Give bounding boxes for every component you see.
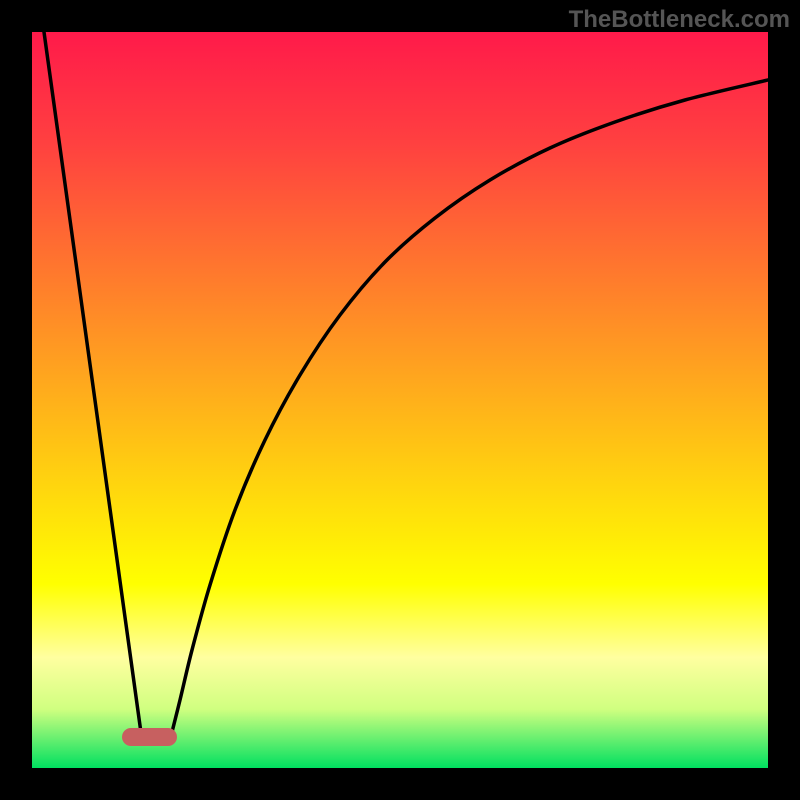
chart-container: TheBottleneck.com xyxy=(0,0,800,800)
optimal-marker xyxy=(122,728,177,746)
curve-overlay xyxy=(0,0,800,800)
watermark-text: TheBottleneck.com xyxy=(569,6,790,34)
